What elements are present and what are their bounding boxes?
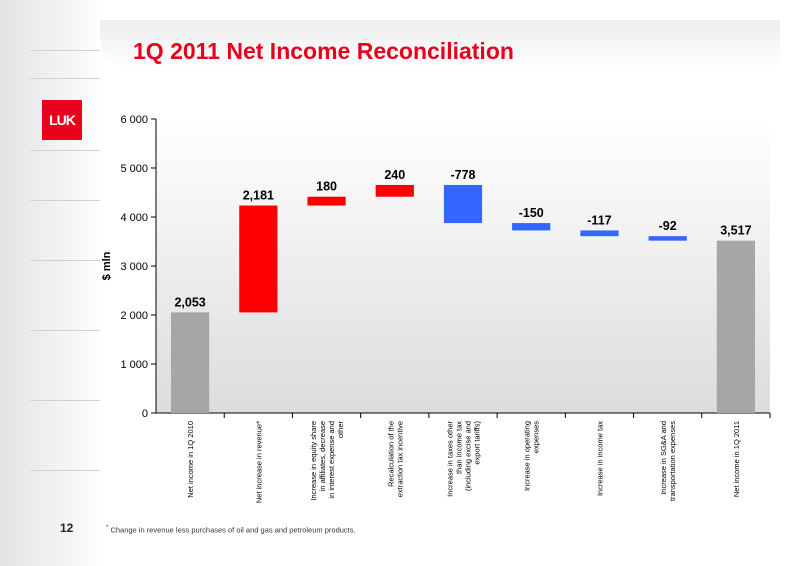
data-label: 180: [316, 180, 337, 194]
x-category-label-line: than income tax: [455, 421, 464, 474]
x-category-label: Increase in operatingexpenses: [523, 421, 541, 491]
bar-total: [171, 312, 210, 413]
x-category-label: Net increase in revenue*: [254, 421, 263, 503]
x-category-label-line: transportation expenses: [668, 421, 677, 501]
strip-divider: [30, 400, 100, 401]
x-category-label-line: other: [336, 421, 345, 439]
footnote-text: Change in revenue less purchases of oil …: [110, 525, 356, 535]
x-category-label: Increase in taxes otherthan income tax(i…: [446, 421, 482, 497]
bar-total: [716, 240, 755, 413]
x-category-label-line: Increase in SG&A and: [659, 421, 668, 495]
x-category-label-line: Net increase in revenue*: [254, 421, 263, 503]
company-logo: LUK: [42, 100, 82, 140]
bar-decrease: [648, 236, 687, 241]
x-category-label-line: (including excise and: [464, 421, 473, 491]
x-category-label: Net income in 1Q 2011: [732, 421, 741, 497]
bar-increase: [239, 205, 278, 313]
strip-divider: [30, 470, 100, 471]
x-category-label-line: Net income in 1Q 2010: [186, 421, 195, 498]
strip-divider: [30, 330, 100, 331]
data-label: 240: [384, 168, 405, 182]
x-category-label: Recalculation of theextraction tax incen…: [386, 421, 404, 497]
y-tick-label: 6 000: [120, 114, 148, 126]
y-tick-label: 2 000: [120, 310, 148, 322]
x-category-label: Increase in income tax: [595, 421, 604, 496]
y-tick-label: 3 000: [120, 261, 148, 273]
x-category-label-line: Net income in 1Q 2011: [732, 421, 741, 497]
data-label: 2,181: [243, 189, 274, 203]
left-decorative-strip: [0, 0, 100, 566]
x-category-label: Increase in SG&A andtransportation expen…: [659, 421, 677, 501]
slide-title: 1Q 2011 Net Income Reconciliation: [133, 38, 514, 64]
bar-decrease: [580, 230, 619, 237]
strip-divider: [30, 150, 100, 151]
chart-area: 0 1 000 2 000 3 000 4 000 5 000 6 000 $ mln 2,05…: [101, 114, 771, 503]
x-category-label-line: Increase in taxes other: [446, 421, 455, 497]
x-category-label-line: in affiliates, decrease: [318, 421, 327, 491]
y-tick-label: 4 000: [120, 212, 148, 224]
x-category-label-line: export tariffs): [473, 421, 482, 465]
x-category-label-line: expenses: [532, 421, 541, 453]
bar-increase: [307, 196, 346, 206]
x-category-label-line: Increase in income tax: [595, 421, 604, 496]
x-category-label: Net income in 1Q 2010: [186, 421, 195, 498]
title-background: [100, 20, 780, 68]
bar-decrease: [512, 223, 551, 231]
x-category-label-line: Recalculation of the: [386, 421, 395, 487]
y-axis-label: $ mln: [101, 251, 113, 280]
data-label: 2,053: [174, 295, 205, 309]
bar-increase: [375, 184, 414, 197]
footnote: * Change in revenue less purchases of oi…: [106, 525, 356, 535]
footnote-marker: *: [106, 525, 109, 531]
y-tick-label: 1 000: [120, 359, 148, 371]
page-number: 12: [60, 521, 74, 535]
strip-divider: [30, 200, 100, 201]
data-label: -778: [450, 168, 475, 182]
bar-decrease: [443, 184, 483, 224]
y-tick-label: 5 000: [120, 163, 148, 175]
data-label: -150: [519, 206, 544, 220]
x-category-label-line: Increase in equity share: [309, 421, 318, 501]
data-label: 3,517: [720, 224, 751, 238]
x-category-label-line: in interest expense and: [327, 421, 336, 499]
strip-divider: [30, 50, 100, 51]
y-tick-label: 0: [142, 408, 148, 420]
x-category-label: Increase in equity sharein affiliates, d…: [309, 421, 345, 501]
data-label: -117: [587, 213, 611, 227]
strip-divider: [30, 78, 100, 79]
x-category-label-line: Increase in operating: [523, 421, 532, 491]
x-category-label-line: extraction tax incentive: [395, 421, 404, 497]
strip-divider: [30, 260, 100, 261]
data-label: -92: [659, 219, 677, 233]
